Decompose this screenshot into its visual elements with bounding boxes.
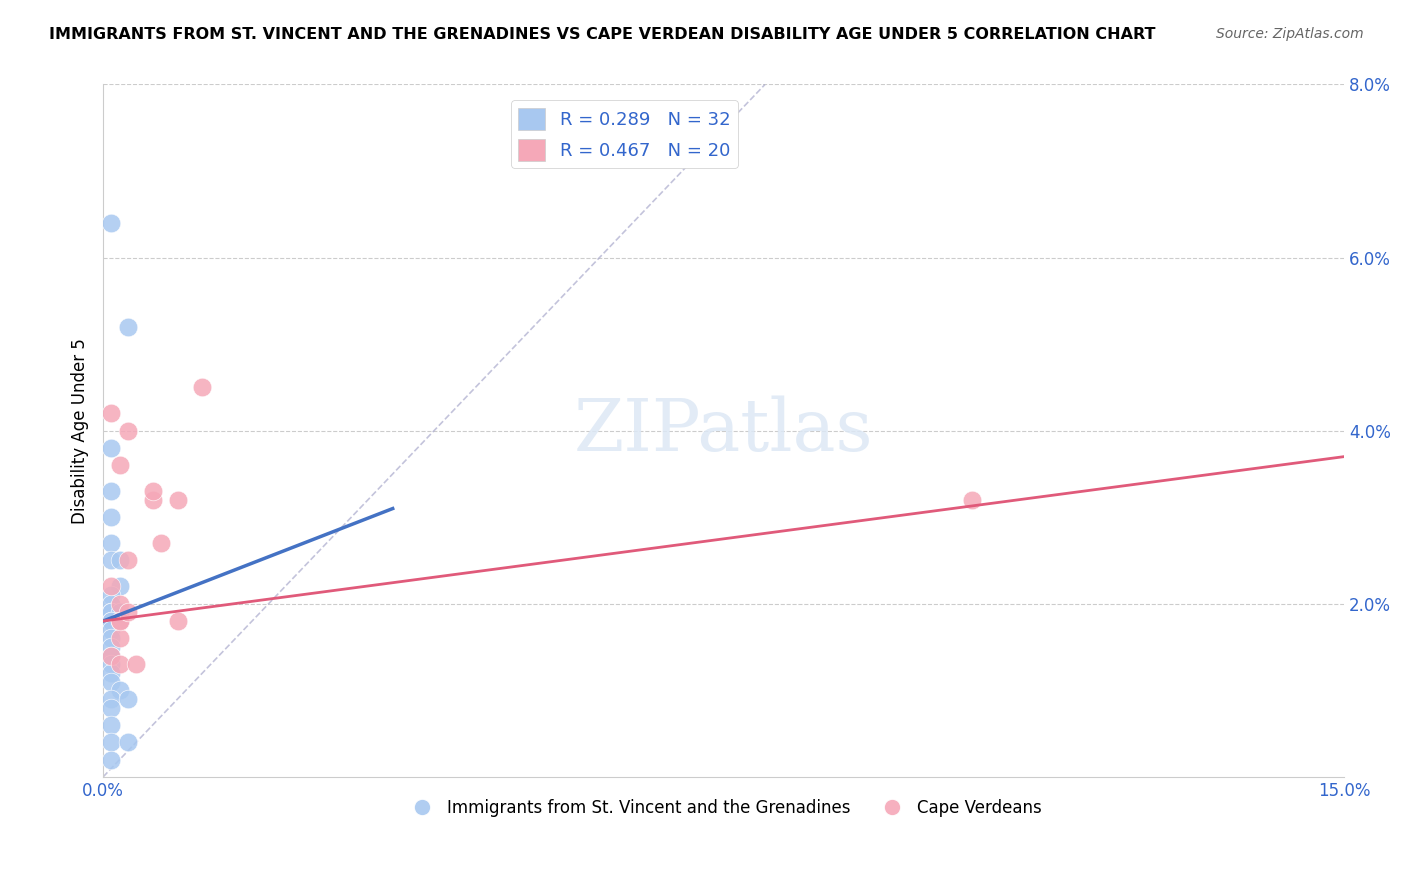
Point bbox=[108, 597, 131, 611]
Point bbox=[100, 753, 122, 767]
Point bbox=[166, 492, 188, 507]
Point bbox=[108, 683, 131, 698]
Point bbox=[108, 614, 131, 628]
Y-axis label: Disability Age Under 5: Disability Age Under 5 bbox=[72, 338, 89, 524]
Point bbox=[100, 657, 122, 672]
Point bbox=[100, 674, 122, 689]
Text: Source: ZipAtlas.com: Source: ZipAtlas.com bbox=[1216, 27, 1364, 41]
Point bbox=[100, 700, 122, 714]
Point bbox=[100, 536, 122, 550]
Point bbox=[100, 553, 122, 567]
Point bbox=[100, 648, 122, 663]
Point bbox=[100, 216, 122, 230]
Point bbox=[100, 665, 122, 680]
Point bbox=[108, 553, 131, 567]
Point bbox=[100, 718, 122, 732]
Point bbox=[100, 632, 122, 646]
Point bbox=[100, 735, 122, 749]
Point bbox=[150, 536, 173, 550]
Point bbox=[100, 606, 122, 620]
Point bbox=[100, 623, 122, 637]
Point bbox=[100, 484, 122, 499]
Point bbox=[117, 553, 139, 567]
Point bbox=[191, 380, 214, 394]
Point bbox=[100, 406, 122, 420]
Point bbox=[108, 606, 131, 620]
Point bbox=[100, 614, 122, 628]
Point bbox=[100, 579, 122, 593]
Point bbox=[100, 640, 122, 654]
Point bbox=[142, 492, 165, 507]
Point bbox=[117, 692, 139, 706]
Point bbox=[100, 692, 122, 706]
Point bbox=[108, 614, 131, 628]
Point bbox=[125, 657, 148, 672]
Point bbox=[100, 441, 122, 455]
Legend: Immigrants from St. Vincent and the Grenadines, Cape Verdeans: Immigrants from St. Vincent and the Gren… bbox=[399, 793, 1049, 824]
Point bbox=[108, 657, 131, 672]
Text: ZIPatlas: ZIPatlas bbox=[574, 395, 873, 466]
Point bbox=[117, 606, 139, 620]
Point bbox=[166, 614, 188, 628]
Point bbox=[100, 606, 122, 620]
Point bbox=[108, 458, 131, 473]
Point bbox=[117, 319, 139, 334]
Point bbox=[142, 484, 165, 499]
Point bbox=[117, 424, 139, 438]
Point bbox=[100, 614, 122, 628]
Point bbox=[100, 510, 122, 524]
Point bbox=[100, 588, 122, 602]
Point bbox=[108, 614, 131, 628]
Point bbox=[108, 632, 131, 646]
Point bbox=[108, 579, 131, 593]
Point bbox=[960, 492, 983, 507]
Text: IMMIGRANTS FROM ST. VINCENT AND THE GRENADINES VS CAPE VERDEAN DISABILITY AGE UN: IMMIGRANTS FROM ST. VINCENT AND THE GREN… bbox=[49, 27, 1156, 42]
Point bbox=[100, 648, 122, 663]
Point bbox=[117, 735, 139, 749]
Point bbox=[100, 597, 122, 611]
